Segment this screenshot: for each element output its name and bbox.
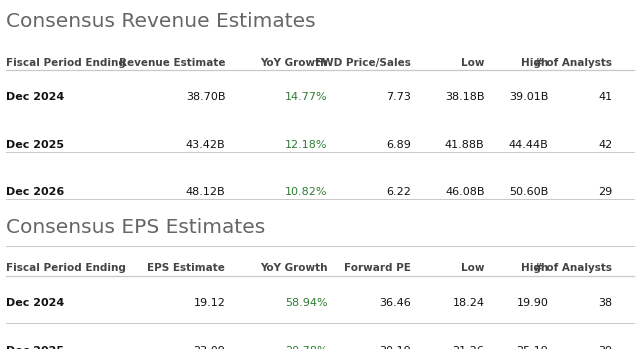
Text: 7.73: 7.73 <box>386 92 411 103</box>
Text: 14.77%: 14.77% <box>285 92 328 103</box>
Text: 41: 41 <box>598 92 612 103</box>
Text: Dec 2024: Dec 2024 <box>6 92 65 103</box>
Text: # of Analysts: # of Analysts <box>534 263 612 274</box>
Text: Fiscal Period Ending: Fiscal Period Ending <box>6 263 126 274</box>
Text: FWD Price/Sales: FWD Price/Sales <box>315 58 411 68</box>
Text: Consensus EPS Estimates: Consensus EPS Estimates <box>6 218 266 237</box>
Text: 50.60B: 50.60B <box>509 187 548 197</box>
Text: Dec 2025: Dec 2025 <box>6 346 65 349</box>
Text: 48.12B: 48.12B <box>186 187 225 197</box>
Text: 36.46: 36.46 <box>379 298 411 309</box>
Text: 6.89: 6.89 <box>386 140 411 150</box>
Text: YoY Growth: YoY Growth <box>260 58 328 68</box>
Text: 44.44B: 44.44B <box>509 140 548 150</box>
Text: 19.12: 19.12 <box>193 298 225 309</box>
Text: Low: Low <box>461 58 484 68</box>
Text: 46.08B: 46.08B <box>445 187 484 197</box>
Text: 41.88B: 41.88B <box>445 140 484 150</box>
Text: 25.19: 25.19 <box>516 346 548 349</box>
Text: 58.94%: 58.94% <box>285 298 328 309</box>
Text: 18.24: 18.24 <box>452 298 484 309</box>
Text: Dec 2024: Dec 2024 <box>6 298 65 309</box>
Text: 23.09: 23.09 <box>193 346 225 349</box>
Text: 12.18%: 12.18% <box>285 140 328 150</box>
Text: 21.26: 21.26 <box>452 346 484 349</box>
Text: Forward PE: Forward PE <box>344 263 411 274</box>
Text: 43.42B: 43.42B <box>186 140 225 150</box>
Text: EPS Estimate: EPS Estimate <box>147 263 225 274</box>
Text: 30.19: 30.19 <box>379 346 411 349</box>
Text: YoY Growth: YoY Growth <box>260 263 328 274</box>
Text: 19.90: 19.90 <box>516 298 548 309</box>
Text: 6.22: 6.22 <box>386 187 411 197</box>
Text: # of Analysts: # of Analysts <box>534 58 612 68</box>
Text: 38: 38 <box>598 298 612 309</box>
Text: High: High <box>521 58 548 68</box>
Text: Fiscal Period Ending: Fiscal Period Ending <box>6 58 126 68</box>
Text: 20.78%: 20.78% <box>285 346 328 349</box>
Text: High: High <box>521 263 548 274</box>
Text: Dec 2025: Dec 2025 <box>6 140 65 150</box>
Text: 39.01B: 39.01B <box>509 92 548 103</box>
Text: Low: Low <box>461 263 484 274</box>
Text: 10.82%: 10.82% <box>285 187 328 197</box>
Text: 38.70B: 38.70B <box>186 92 225 103</box>
Text: 38.18B: 38.18B <box>445 92 484 103</box>
Text: Consensus Revenue Estimates: Consensus Revenue Estimates <box>6 12 316 31</box>
Text: Dec 2026: Dec 2026 <box>6 187 65 197</box>
Text: 42: 42 <box>598 140 612 150</box>
Text: Revenue Estimate: Revenue Estimate <box>119 58 225 68</box>
Text: 39: 39 <box>598 346 612 349</box>
Text: 29: 29 <box>598 187 612 197</box>
